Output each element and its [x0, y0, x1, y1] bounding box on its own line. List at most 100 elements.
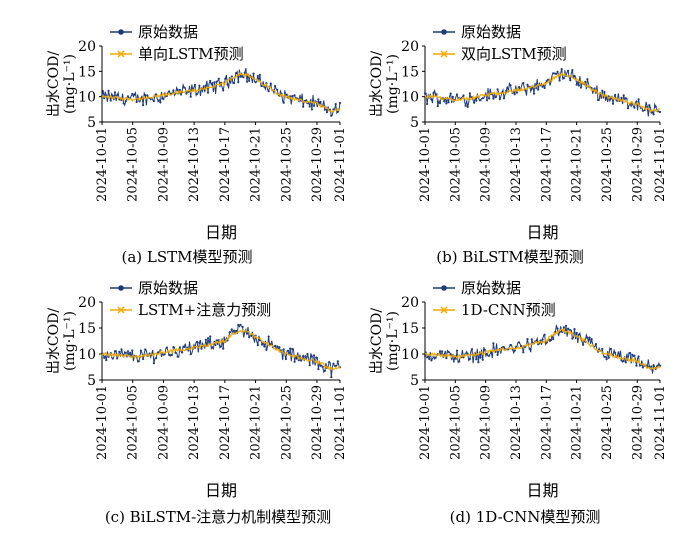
series-raw-point [198, 84, 201, 87]
y-tick-label: 5 [87, 373, 96, 389]
series-raw-point [228, 331, 231, 334]
panel-caption: (a) LSTM模型预测 [121, 248, 252, 266]
series-raw-point [124, 351, 127, 354]
y-axis-label-line2: (mg·L⁻¹) [385, 311, 401, 371]
series-raw-point [317, 368, 320, 371]
series-raw-point [502, 97, 506, 100]
series-raw-point [549, 338, 553, 342]
series-raw-point [265, 348, 268, 351]
series-raw-point [468, 92, 471, 95]
y-axis-label-line1: 出水COD/ [369, 51, 385, 117]
series-raw-point [569, 329, 572, 332]
series-raw-point [302, 355, 305, 358]
series-raw-point [237, 80, 240, 84]
series-raw-point [552, 338, 555, 341]
series-raw-point [426, 356, 429, 359]
series-raw-point [109, 99, 112, 102]
series-raw-point [509, 343, 512, 347]
series-raw-point [571, 337, 574, 340]
series-raw-point [567, 327, 570, 330]
series-raw-point [338, 101, 342, 105]
series-raw-line [424, 323, 661, 374]
series-raw-point [116, 357, 119, 360]
series-raw-point [517, 341, 521, 344]
legend-raw-label: 原始数据 [461, 23, 521, 41]
series-raw-point [105, 359, 108, 362]
series-raw-point [423, 354, 427, 357]
series-raw-point [430, 359, 433, 362]
series-raw-point [577, 333, 580, 336]
series-raw-point [447, 350, 450, 353]
y-axis-label: 出水COD/(mg·L⁻¹) [46, 51, 78, 117]
series-raw-point [520, 345, 523, 348]
y-tick-label: 20 [78, 295, 96, 311]
legend: 原始数据 1D-CNN预测 [433, 279, 556, 319]
x-tick-label: 2024-10-29 [630, 127, 645, 202]
x-tick-label: 2024-10-05 [126, 385, 141, 460]
series-raw-point [455, 349, 459, 352]
series-raw-point [567, 69, 570, 72]
series-raw-point [185, 92, 188, 95]
series-raw-point [139, 349, 142, 352]
series-raw-point [541, 85, 544, 88]
series-raw-point [426, 102, 429, 106]
series-raw-point [631, 353, 634, 356]
series-raw-point [248, 79, 251, 82]
series-raw-point [650, 365, 653, 368]
x-tick-label: 2024-10-25 [600, 385, 615, 460]
series-raw-point [248, 336, 251, 339]
x-tick-label: 2024-10-17 [539, 385, 554, 460]
series-raw-point [137, 360, 140, 363]
series-raw-point [325, 111, 329, 114]
x-tick-label: 2024-10-05 [448, 127, 463, 202]
x-tick-label: 2024-10-01 [418, 385, 433, 460]
series-raw-point [193, 83, 197, 86]
series-raw-point [124, 100, 127, 103]
series-raw-point [122, 102, 125, 105]
series-raw-point [295, 357, 298, 360]
series-raw-point [146, 94, 149, 97]
series-raw-point [436, 104, 439, 108]
x-tick-label: 2024-10-25 [279, 127, 294, 202]
series-raw-point [224, 77, 227, 80]
series-raw-point [256, 74, 259, 78]
series-raw-point [206, 337, 210, 340]
series-raw-point [217, 77, 220, 80]
series-raw-point [111, 357, 114, 360]
series-raw-point [505, 89, 508, 92]
series-raw-point [252, 72, 255, 75]
series-raw-point [449, 92, 452, 95]
series-raw-point [170, 353, 173, 356]
series-raw-point [178, 88, 181, 92]
series-raw-point [269, 82, 272, 85]
panel-caption: (c) BiLSTM-注意力机制模型预测 [105, 508, 331, 526]
series-raw-point [641, 109, 645, 112]
legend-pred-label: 双向LSTM预测 [461, 45, 567, 63]
series-raw-point [449, 353, 452, 356]
series-raw-point [611, 102, 615, 105]
series-raw-point [336, 110, 339, 113]
series-raw-point [528, 347, 531, 350]
series-raw-point [462, 94, 465, 97]
series-raw-point [552, 72, 555, 75]
series-raw-point [118, 350, 121, 353]
series-raw-point [204, 338, 207, 341]
series-raw-point [483, 348, 486, 351]
series-raw-point [226, 83, 229, 86]
series-raw-point [573, 328, 576, 331]
y-tick-label: 20 [78, 39, 96, 55]
series-raw-point [481, 97, 484, 100]
series-raw-point [126, 95, 130, 98]
series-raw-point [577, 84, 580, 87]
series-raw-point [267, 90, 270, 93]
series-raw-point [232, 329, 236, 332]
series-raw-point [222, 347, 225, 350]
series-raw-point [434, 93, 437, 96]
series-raw-point [605, 358, 608, 361]
series-raw-point [319, 100, 322, 104]
series-raw-point [274, 344, 277, 347]
series-raw-point [475, 99, 478, 102]
x-tick-label: 2024-10-29 [310, 127, 325, 202]
series-raw-point [278, 346, 281, 349]
